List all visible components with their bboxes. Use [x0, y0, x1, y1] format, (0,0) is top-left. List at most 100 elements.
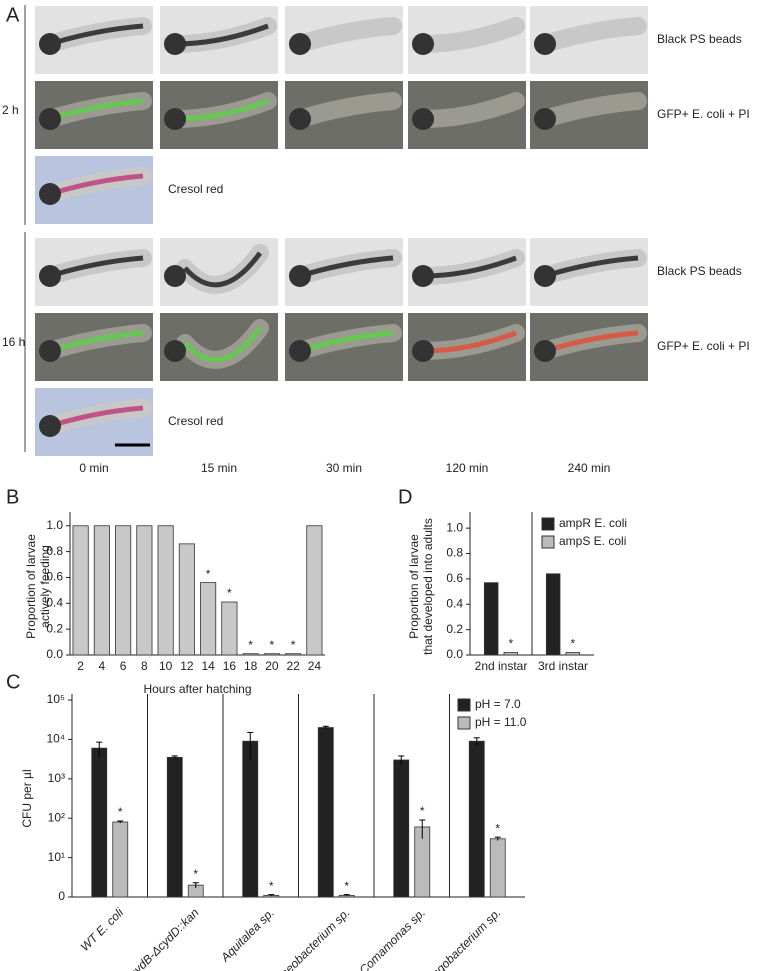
x-tick-label: 24: [308, 659, 322, 673]
y-tick-label: 0.6: [446, 571, 463, 585]
significance-marker: *: [291, 638, 296, 652]
legend-label: ampS E. coli: [559, 534, 626, 548]
larva-head: [534, 33, 556, 55]
significance-marker: *: [269, 879, 274, 893]
bar: [91, 747, 108, 898]
larva-head: [164, 33, 186, 55]
y-tick-label: 1.0: [446, 520, 463, 534]
significance-marker: *: [344, 879, 349, 893]
bar: [545, 573, 561, 656]
larva-head: [164, 340, 186, 362]
y-tick-label: 0.8: [446, 546, 463, 560]
bar: [503, 652, 519, 656]
y-axis-label: that developed into adults: [421, 518, 435, 655]
larva-head: [412, 265, 434, 287]
bar: [112, 821, 129, 898]
x-tick-label: ΔcydB-ΔcydD::kan: [120, 905, 202, 971]
x-tick-label: WT E. coli: [78, 905, 127, 954]
row-label: Black PS beads: [657, 32, 742, 46]
legend-swatch: [541, 535, 555, 549]
x-tick-label: 8: [141, 659, 148, 673]
bar: [263, 653, 280, 656]
y-axis-label: actively feeding: [38, 545, 52, 628]
column-label: 240 min: [568, 461, 611, 475]
larva-head: [289, 340, 311, 362]
x-tick-label: 18: [244, 659, 258, 673]
row-label: Cresol red: [168, 182, 223, 196]
larva-head: [289, 265, 311, 287]
larva-head: [164, 108, 186, 130]
y-tick-label: 1.0: [46, 518, 63, 532]
bar: [565, 652, 581, 656]
y-axis-label: Proportion of larvae: [407, 534, 421, 639]
bar: [157, 525, 174, 656]
x-tick-label: Aquitalea sp.: [217, 905, 277, 965]
bar: [242, 740, 259, 898]
panel-label: B: [6, 486, 19, 508]
y-axis-label: CFU per µl: [20, 769, 34, 827]
column-label: 30 min: [326, 461, 362, 475]
y-tick-label: 10²: [48, 810, 65, 824]
panel-label: D: [398, 486, 412, 508]
larva-head: [412, 340, 434, 362]
significance-marker: *: [270, 638, 275, 652]
bar: [306, 525, 323, 656]
column-label: 15 min: [201, 461, 237, 475]
row-label: Black PS beads: [657, 264, 742, 278]
x-tick-label: 16: [223, 659, 237, 673]
x-tick-label: 14: [201, 659, 215, 673]
significance-marker: *: [206, 567, 211, 581]
legend-swatch: [457, 698, 471, 712]
time-label: 16 h: [2, 335, 25, 349]
larva-head: [289, 33, 311, 55]
x-tick-label: 6: [120, 659, 127, 673]
significance-marker: *: [508, 637, 513, 651]
legend-label: pH = 11.0: [475, 715, 527, 729]
x-tick-label: 10: [159, 659, 173, 673]
significance-marker: *: [118, 805, 123, 819]
bar: [136, 525, 153, 656]
y-tick-label: 0.8: [46, 544, 63, 558]
significance-marker: *: [193, 867, 198, 881]
bar: [489, 838, 506, 898]
time-label: 2 h: [2, 103, 19, 117]
y-tick-label: 0.2: [446, 622, 463, 636]
significance-marker: *: [248, 638, 253, 652]
significance-marker: *: [227, 586, 232, 600]
x-tick-label: 12: [180, 659, 194, 673]
bar: [483, 582, 499, 656]
y-tick-label: 0.0: [446, 647, 463, 661]
bar: [166, 756, 183, 898]
x-tick-label: 2nd instar: [475, 659, 528, 673]
bar: [93, 525, 110, 656]
legend-label: ampR E. coli: [559, 516, 627, 530]
x-tick-label: 22: [286, 659, 300, 673]
larva-head: [412, 108, 434, 130]
larva-head: [534, 265, 556, 287]
y-tick-label: 10⁴: [46, 732, 65, 746]
larva-head: [39, 265, 61, 287]
panel-label: C: [6, 671, 20, 693]
larva-head: [164, 265, 186, 287]
bar: [221, 601, 238, 656]
legend-swatch: [541, 517, 555, 531]
x-axis-label: Hours after hatching: [143, 682, 251, 696]
larva-head: [39, 415, 61, 437]
row-label: GFP+ E. coli + PI: [657, 339, 750, 353]
larva-head: [534, 108, 556, 130]
larva-head: [289, 108, 311, 130]
row-label: GFP+ E. coli + PI: [657, 107, 750, 121]
bar: [178, 543, 195, 656]
bar: [115, 525, 132, 656]
bar: [285, 653, 302, 656]
y-tick-label: 0.4: [46, 595, 63, 609]
bar: [200, 582, 217, 656]
bar: [468, 740, 485, 898]
panel-label: A: [6, 4, 20, 26]
larva-head: [412, 33, 434, 55]
larva-head: [39, 340, 61, 362]
y-tick-label: 0.0: [46, 647, 63, 661]
y-tick-label: 10⁵: [47, 692, 65, 706]
bar: [242, 653, 259, 656]
